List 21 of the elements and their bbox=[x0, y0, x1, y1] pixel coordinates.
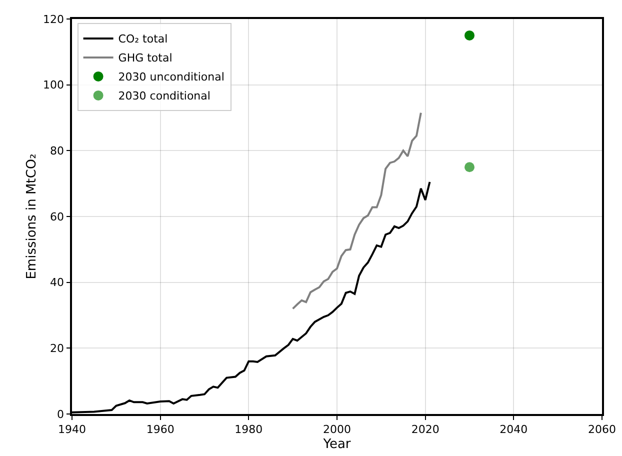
x-tick-label: 2040 bbox=[500, 422, 528, 436]
x-axis-title: Year bbox=[322, 437, 352, 452]
legend-label: 2030 conditional bbox=[118, 90, 210, 103]
y-tick-label: 40 bbox=[50, 276, 64, 290]
y-axis-title: Emissions in MtCO₂ bbox=[24, 154, 40, 280]
line-series bbox=[292, 112, 422, 310]
x-tick-label: 1980 bbox=[234, 422, 263, 436]
y-tick-label: 20 bbox=[50, 342, 64, 356]
x-tick-label: 2000 bbox=[323, 422, 351, 436]
y-tick-label: 100 bbox=[43, 78, 64, 92]
x-tick-label: 1940 bbox=[58, 422, 86, 436]
x-tick-label: 2020 bbox=[411, 422, 440, 436]
legend-label: 2030 unconditional bbox=[118, 70, 224, 84]
x-tick-label: 1960 bbox=[146, 422, 174, 436]
y-tick-label: 0 bbox=[57, 408, 64, 421]
y-tick-label: 60 bbox=[50, 210, 64, 224]
legend-label: CO₂ total bbox=[118, 32, 168, 46]
legend-label: GHG total bbox=[118, 52, 172, 65]
y-tick-label: 120 bbox=[43, 12, 64, 26]
y-tick-label: 80 bbox=[50, 144, 64, 158]
x-tick-label: 2060 bbox=[588, 422, 616, 436]
